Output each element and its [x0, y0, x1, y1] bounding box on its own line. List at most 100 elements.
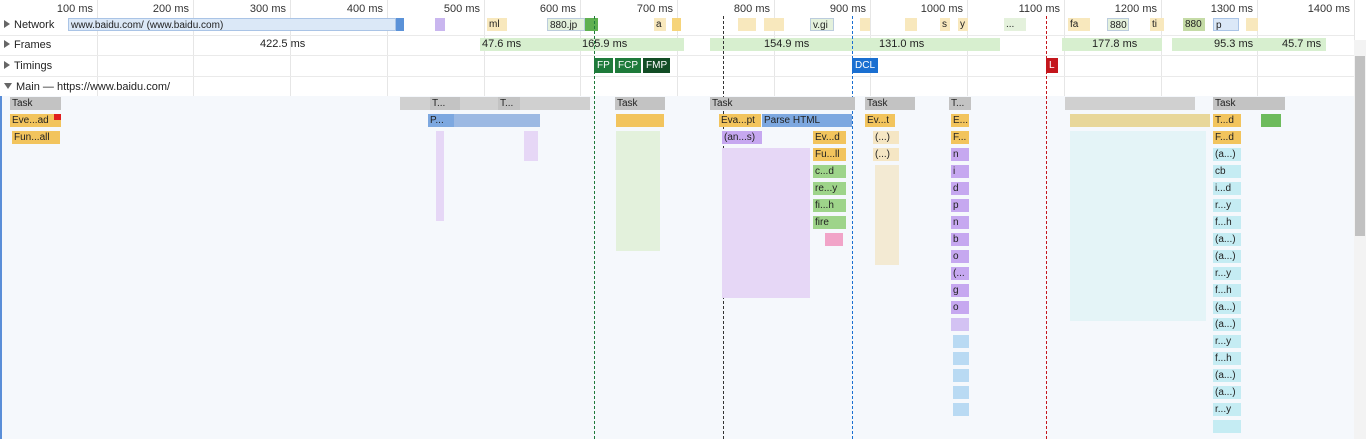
- stack-bar[interactable]: (a...): [1213, 301, 1241, 314]
- stack-bar[interactable]: (a...): [1213, 369, 1241, 382]
- stack-bar[interactable]: n: [951, 148, 969, 161]
- fmp-marker[interactable]: FMP: [643, 58, 671, 73]
- dcl-marker[interactable]: DCL: [852, 58, 879, 73]
- stack-bar[interactable]: o: [951, 301, 969, 314]
- stack-bar[interactable]: (a...): [1213, 318, 1241, 331]
- stack-bar[interactable]: d: [951, 182, 969, 195]
- parse-html-bar[interactable]: Parse HTML: [762, 114, 852, 127]
- network-request[interactable]: v.gi: [810, 18, 834, 31]
- stack-bar[interactable]: n: [951, 216, 969, 229]
- event-bar[interactable]: E...: [951, 114, 969, 127]
- task-bar[interactable]: Task: [865, 97, 915, 110]
- event-bar[interactable]: Ev...t: [865, 114, 895, 127]
- scrollbar-thumb[interactable]: [1355, 56, 1365, 236]
- task-bar[interactable]: [1065, 97, 1195, 110]
- stack-bar[interactable]: [1213, 420, 1241, 433]
- frame-duration[interactable]: 131.0 ms: [855, 38, 1000, 51]
- frame-duration[interactable]: 45.7 ms: [1272, 38, 1326, 51]
- task-bar[interactable]: Task: [10, 97, 61, 110]
- anonymous-bar[interactable]: (...): [873, 148, 899, 161]
- network-request[interactable]: s: [940, 18, 950, 31]
- frame-duration[interactable]: 165.9 ms: [580, 38, 684, 51]
- load-marker[interactable]: L: [1046, 58, 1058, 73]
- network-request[interactable]: 880: [1183, 18, 1205, 31]
- stack-bar[interactable]: (a...): [1213, 233, 1241, 246]
- stack-bar[interactable]: i...d: [1213, 182, 1241, 195]
- event-bar[interactable]: Eve...ad: [10, 114, 61, 127]
- frame-duration[interactable]: 95.3 ms: [1172, 38, 1272, 51]
- frame-duration[interactable]: 422.5 ms: [260, 38, 306, 50]
- function-call-bar[interactable]: Fu...ll: [813, 148, 846, 161]
- network-request[interactable]: ...: [1004, 18, 1026, 31]
- paint-bar[interactable]: [1261, 114, 1281, 127]
- stack-bar[interactable]: r...y: [1213, 335, 1241, 348]
- parse-bar[interactable]: [454, 114, 540, 127]
- stack-bar[interactable]: cb: [1213, 165, 1241, 178]
- network-request[interactable]: fa: [1068, 18, 1090, 31]
- network-request[interactable]: 880.jp: [547, 18, 585, 31]
- task-bar[interactable]: T...: [498, 97, 520, 110]
- network-request-main[interactable]: www.baidu.com/ (www.baidu.com): [68, 18, 396, 31]
- stack-bar[interactable]: [953, 386, 969, 399]
- network-request[interactable]: [585, 18, 598, 31]
- network-request[interactable]: [435, 18, 445, 31]
- network-request[interactable]: p: [1213, 18, 1239, 31]
- frame-duration[interactable]: 177.8 ms: [1062, 38, 1162, 51]
- frame-duration[interactable]: 47.6 ms: [480, 38, 580, 51]
- event-bar[interactable]: Eva...pt: [719, 114, 761, 127]
- network-request[interactable]: a: [654, 18, 666, 31]
- network-request[interactable]: 880: [1107, 18, 1129, 31]
- stack-bar[interactable]: (a...): [1213, 250, 1241, 263]
- stack-bar[interactable]: o: [951, 250, 969, 263]
- network-track-toggle[interactable]: Network: [4, 19, 54, 31]
- parse-bar[interactable]: P...: [428, 114, 454, 127]
- network-request[interactable]: [738, 18, 756, 31]
- stack-bar[interactable]: [953, 403, 969, 416]
- stack-bar[interactable]: re...y: [813, 182, 846, 195]
- stack-bar[interactable]: (a...): [1213, 148, 1241, 161]
- task-bar[interactable]: Task: [1213, 97, 1285, 110]
- stack-bar[interactable]: [825, 233, 843, 246]
- stack-bar[interactable]: f...h: [1213, 216, 1241, 229]
- task-bar[interactable]: Task: [615, 97, 665, 110]
- stack-bar[interactable]: [953, 369, 969, 382]
- stack-bar[interactable]: i: [951, 165, 969, 178]
- network-request[interactable]: y: [958, 18, 968, 31]
- stack-bar[interactable]: f...h: [1213, 284, 1241, 297]
- stack-bar[interactable]: r...y: [1213, 267, 1241, 280]
- task-bar[interactable]: T...: [430, 97, 460, 110]
- stack-bar[interactable]: [953, 335, 969, 348]
- frames-track-toggle[interactable]: Frames: [4, 39, 51, 51]
- stack-bar[interactable]: b: [951, 233, 969, 246]
- stack-bar[interactable]: p: [951, 199, 969, 212]
- stack-bar[interactable]: r...y: [1213, 403, 1241, 416]
- stack-bar[interactable]: fi...h: [813, 199, 846, 212]
- stack-bar[interactable]: [953, 352, 969, 365]
- network-request[interactable]: [672, 18, 681, 31]
- fcp-marker[interactable]: FCP: [615, 58, 641, 73]
- network-request[interactable]: [764, 18, 784, 31]
- stack-bar[interactable]: c...d: [813, 165, 846, 178]
- event-bar[interactable]: T...d: [1213, 114, 1241, 127]
- stack-bar[interactable]: [951, 318, 969, 331]
- task-bar[interactable]: T...: [949, 97, 971, 110]
- event-bar[interactable]: Ev...d: [813, 131, 846, 144]
- anonymous-bar[interactable]: (...): [873, 131, 899, 144]
- network-request[interactable]: [860, 18, 870, 31]
- network-request[interactable]: [1246, 18, 1258, 31]
- stack-bar[interactable]: r...y: [1213, 199, 1241, 212]
- network-request-tail[interactable]: [396, 18, 404, 31]
- event-bar[interactable]: [616, 114, 664, 127]
- function-bar[interactable]: F...d: [1213, 131, 1241, 144]
- stack-bar[interactable]: fire: [813, 216, 846, 229]
- network-request[interactable]: ml: [487, 18, 507, 31]
- main-track-toggle[interactable]: Main — https://www.baidu.com/: [4, 81, 170, 93]
- anonymous-bar[interactable]: (an...s): [722, 131, 762, 144]
- stack-bar[interactable]: f...h: [1213, 352, 1241, 365]
- function-call-bar[interactable]: Fun...all: [12, 131, 60, 144]
- stack-bar[interactable]: (a...): [1213, 386, 1241, 399]
- task-bar[interactable]: [400, 97, 590, 110]
- function-bar[interactable]: F...: [951, 131, 969, 144]
- stack-bar[interactable]: (...: [951, 267, 969, 280]
- frame-duration[interactable]: 154.9 ms: [710, 38, 855, 51]
